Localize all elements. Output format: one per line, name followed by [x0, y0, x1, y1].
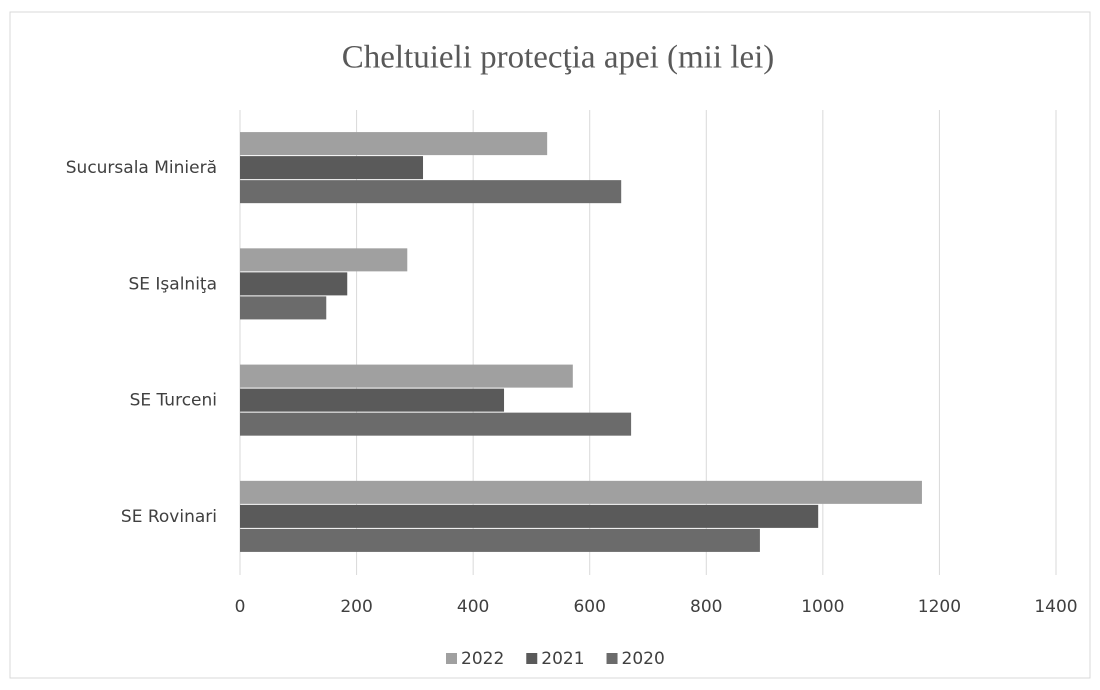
bar	[240, 248, 408, 272]
category-label: SE Işalniţa	[128, 274, 217, 294]
category-label: SE Turceni	[130, 391, 217, 411]
category-label: SE Rovinari	[121, 507, 217, 527]
bar	[240, 480, 922, 504]
x-tick-label: 1200	[918, 597, 961, 617]
x-tick-label: 0	[235, 597, 246, 617]
legend-swatch	[526, 653, 538, 664]
bar	[240, 528, 760, 552]
bar	[240, 388, 505, 412]
x-tick-label: 1000	[801, 597, 844, 617]
legend-label: 2020	[622, 649, 665, 669]
bar	[240, 156, 424, 180]
x-tick-label: 200	[340, 597, 372, 617]
legend-label: 2022	[461, 649, 504, 669]
bar	[240, 272, 348, 296]
bar	[240, 412, 632, 436]
bar	[240, 296, 327, 320]
x-tick-label: 1400	[1034, 597, 1077, 617]
legend-label: 2021	[541, 649, 584, 669]
bar	[240, 504, 819, 528]
legend-swatch	[606, 653, 618, 664]
bar	[240, 364, 573, 388]
category-label: Sucursala Minieră	[66, 158, 217, 178]
x-tick-label: 800	[690, 597, 722, 617]
x-tick-label: 600	[573, 597, 605, 617]
bar	[240, 132, 548, 156]
chart-border	[9, 11, 1091, 679]
legend-swatch	[446, 653, 457, 664]
bar	[240, 180, 622, 204]
x-tick-label: 400	[457, 597, 489, 617]
chart-title: Cheltuieli protecţia apei (mii lei)	[342, 40, 775, 76]
